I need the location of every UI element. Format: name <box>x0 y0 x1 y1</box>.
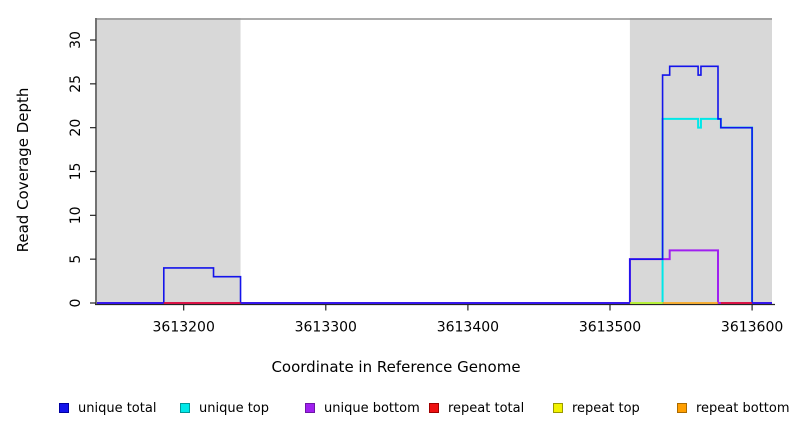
legend-label: unique total <box>78 400 157 416</box>
legend-item-repeat-bottom: repeat bottom <box>677 396 790 420</box>
legend-label: unique top <box>199 400 270 416</box>
legend-label: repeat total <box>448 400 525 416</box>
shaded-region <box>629 18 772 304</box>
series-line-unique-total <box>97 65 772 304</box>
x-tick-label: 3613200 <box>153 320 215 336</box>
legend: unique total unique top unique bottom re… <box>0 396 792 422</box>
legend-label: repeat bottom <box>696 400 790 416</box>
unique-top-swatch-icon <box>180 403 190 413</box>
legend-item-repeat-total: repeat total <box>429 396 524 420</box>
legend-item-unique-total: unique total <box>59 396 156 420</box>
repeat-bottom-swatch-icon <box>677 403 687 413</box>
unique-bottom-swatch-icon <box>305 403 315 413</box>
legend-item-repeat-top: repeat top <box>553 396 640 420</box>
y-tick-label: 20 <box>68 119 84 137</box>
y-tick-label: 0 <box>68 299 84 308</box>
x-tick-label: 3613400 <box>437 320 499 336</box>
repeat-top-swatch-icon <box>553 403 563 413</box>
x-axis-title: Coordinate in Reference Genome <box>271 358 521 376</box>
x-tick-label: 3613600 <box>721 320 783 336</box>
y-tick-label: 10 <box>68 206 84 224</box>
y-tick-label: 5 <box>68 255 84 264</box>
legend-item-unique-bottom: unique bottom <box>305 396 420 420</box>
legend-label: repeat top <box>572 400 640 416</box>
legend-item-unique-top: unique top <box>180 396 269 420</box>
legend-label: unique bottom <box>324 400 420 416</box>
x-tick-label: 3613300 <box>295 320 357 336</box>
x-tick-label: 3613500 <box>579 320 641 336</box>
y-tick-label: 25 <box>68 75 84 93</box>
repeat-total-swatch-icon <box>429 403 439 413</box>
y-tick-label: 15 <box>68 163 84 181</box>
y-tick-label: 30 <box>68 31 84 49</box>
y-axis-title: Read Coverage Depth <box>14 87 32 253</box>
shaded-region <box>97 18 241 304</box>
unique-total-swatch-icon <box>59 403 69 413</box>
